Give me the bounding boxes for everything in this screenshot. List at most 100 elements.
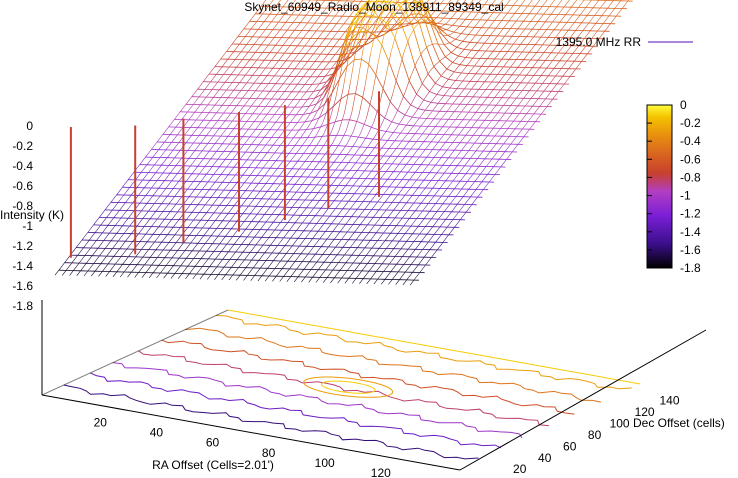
mesh-segment — [371, 64, 379, 96]
mesh-segment — [397, 110, 406, 116]
mesh-segment — [354, 252, 362, 261]
mesh-segment — [195, 209, 202, 218]
mesh-segment — [564, 27, 571, 36]
mesh-segment — [562, 58, 570, 67]
mesh-segment — [330, 275, 337, 284]
mesh-segment — [88, 253, 95, 261]
mesh-segment — [267, 96, 274, 105]
mesh-segment — [443, 95, 452, 97]
mesh-segment — [232, 64, 239, 73]
mesh-segment — [535, 26, 542, 35]
mesh-segment — [429, 154, 437, 163]
mesh-segment — [393, 230, 401, 239]
mesh-segment — [332, 175, 340, 183]
mesh-segment — [400, 0, 406, 4]
mesh-segment — [355, 144, 363, 153]
mesh-segment — [79, 245, 86, 253]
mesh-segment — [400, 0, 407, 8]
mesh-segment — [143, 239, 150, 248]
mesh-segment — [255, 111, 263, 120]
mesh-segment — [274, 173, 282, 182]
mesh-segment — [338, 167, 345, 176]
mesh-segment — [157, 239, 164, 248]
mesh-segment — [380, 238, 388, 246]
mesh-segment — [364, 124, 372, 128]
mesh-segment — [309, 12, 316, 21]
mesh-segment — [221, 272, 228, 281]
mesh-segment — [303, 20, 310, 29]
mesh-segment — [285, 4, 293, 13]
mesh-segment — [224, 172, 231, 180]
mesh-segment — [389, 9, 396, 20]
mesh-segment — [241, 72, 248, 81]
mesh-segment — [263, 150, 270, 158]
mesh-segment — [199, 78, 206, 87]
mesh-segment — [357, 268, 364, 277]
mesh-segment — [393, 17, 400, 27]
mesh-segment — [240, 180, 247, 189]
mesh-segment — [432, 170, 440, 179]
mesh-segment — [328, 36, 335, 45]
mesh-segment — [441, 55, 448, 60]
mesh-segment — [258, 11, 265, 20]
mesh-segment — [478, 32, 486, 41]
mesh-segment — [380, 161, 387, 169]
mesh-segment — [260, 173, 267, 181]
mesh-segment — [396, 130, 403, 139]
mesh-segment — [95, 253, 102, 262]
mesh-segment — [302, 205, 309, 213]
mesh-segment — [505, 133, 512, 142]
mesh-segment — [580, 0, 585, 5]
mesh-segment — [571, 66, 578, 75]
mesh-segment — [354, 133, 361, 144]
mesh-segment — [391, 121, 400, 125]
mesh-segment — [488, 10, 496, 18]
mesh-segment — [473, 40, 480, 48]
mesh-segment — [154, 147, 161, 155]
mesh-segment — [402, 238, 409, 247]
mesh-segment — [430, 231, 437, 240]
mesh-segment — [295, 127, 302, 136]
mesh-segment — [454, 209, 461, 218]
mesh-segment — [368, 7, 375, 13]
mesh-segment — [528, 65, 535, 73]
mesh-segment — [131, 254, 138, 263]
mesh-segment — [399, 146, 406, 155]
mesh-segment — [461, 33, 469, 35]
mesh-segment — [506, 102, 513, 111]
mesh-segment — [405, 75, 412, 92]
mesh-segment — [154, 224, 161, 232]
mesh-segment — [399, 223, 406, 232]
mesh-segment — [264, 3, 271, 12]
mesh-segment — [260, 96, 267, 104]
mesh-segment — [406, 146, 413, 155]
mesh-segment — [231, 210, 238, 219]
mesh-segment — [448, 178, 456, 187]
mesh-segment — [311, 117, 320, 121]
mesh-segment — [237, 241, 244, 250]
mesh-segment — [400, 111, 408, 122]
mesh-segment — [418, 22, 427, 48]
mesh-segment — [219, 187, 227, 196]
mesh-segment — [410, 15, 417, 22]
mesh-segment — [509, 79, 516, 88]
contour-line — [138, 350, 550, 427]
mesh-segment — [216, 56, 223, 65]
mesh-segment — [551, 73, 558, 82]
mesh-segment — [212, 225, 219, 234]
mesh-segment — [119, 230, 127, 239]
mesh-segment — [148, 231, 156, 240]
mesh-segment — [274, 134, 282, 143]
mesh-segment — [500, 71, 507, 80]
mesh-segment — [153, 216, 160, 225]
mesh-segment — [228, 41, 235, 50]
mesh-segment — [412, 177, 419, 186]
mesh-segment — [164, 162, 171, 171]
mesh-segment — [209, 210, 216, 219]
mesh-segment — [214, 194, 221, 203]
mesh-segment — [318, 174, 325, 183]
mesh-segment — [265, 50, 273, 58]
mesh-segment — [456, 178, 463, 187]
mesh-segment — [271, 42, 278, 51]
mesh-segment — [118, 223, 125, 231]
